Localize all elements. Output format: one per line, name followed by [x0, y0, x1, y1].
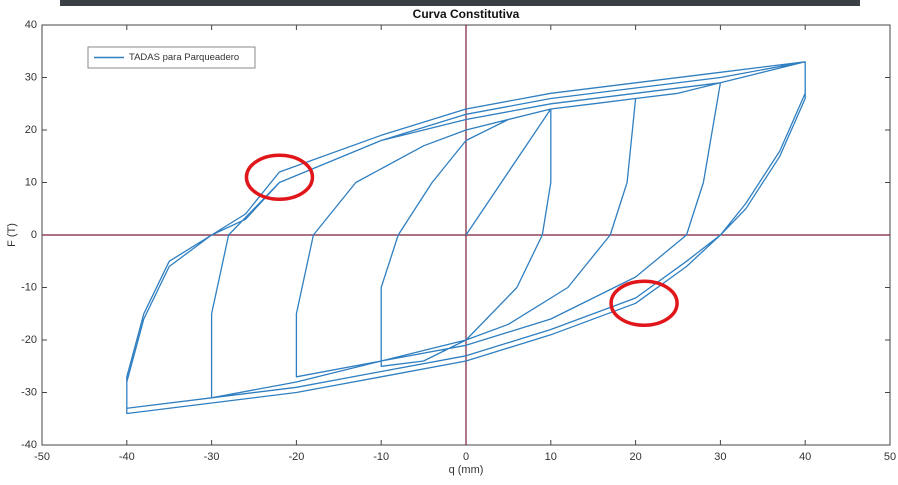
data-line	[126, 61, 806, 415]
x-tick-label: -10	[373, 451, 389, 463]
y-tick-label: -20	[21, 334, 37, 346]
y-tick-label: 10	[25, 176, 37, 188]
chart-title: Curva Constitutiva	[413, 7, 520, 21]
x-tick-label: -20	[288, 451, 304, 463]
highlight-circle	[609, 279, 679, 327]
y-tick-label: 0	[31, 229, 37, 241]
x-tick-label: 30	[714, 451, 726, 463]
y-tick-label: -30	[21, 386, 37, 398]
x-tick-label: 40	[799, 451, 811, 463]
legend-label: TADAS para Parqueadero	[129, 52, 239, 63]
y-tick-label: 20	[25, 124, 37, 136]
y-tick-label: -10	[21, 281, 37, 293]
highlight-circle	[244, 153, 315, 201]
top-image-strip	[60, 0, 860, 6]
x-axis-label: q (mm)	[449, 464, 484, 476]
y-axis-label: F (T)	[6, 223, 18, 247]
x-tick-label: 20	[629, 451, 641, 463]
legend: TADAS para Parqueadero	[87, 46, 256, 69]
y-tick-label: 30	[25, 71, 37, 83]
y-tick-label: 40	[25, 19, 37, 31]
y-tick-label: -40	[21, 439, 37, 451]
x-tick-label: 10	[545, 451, 557, 463]
x-tick-label: 0	[463, 451, 469, 463]
x-tick-label: -30	[204, 451, 220, 463]
x-tick-label: -40	[119, 451, 135, 463]
x-tick-label: -50	[34, 451, 50, 463]
legend-box	[87, 46, 256, 69]
x-tick-label: 50	[884, 451, 896, 463]
